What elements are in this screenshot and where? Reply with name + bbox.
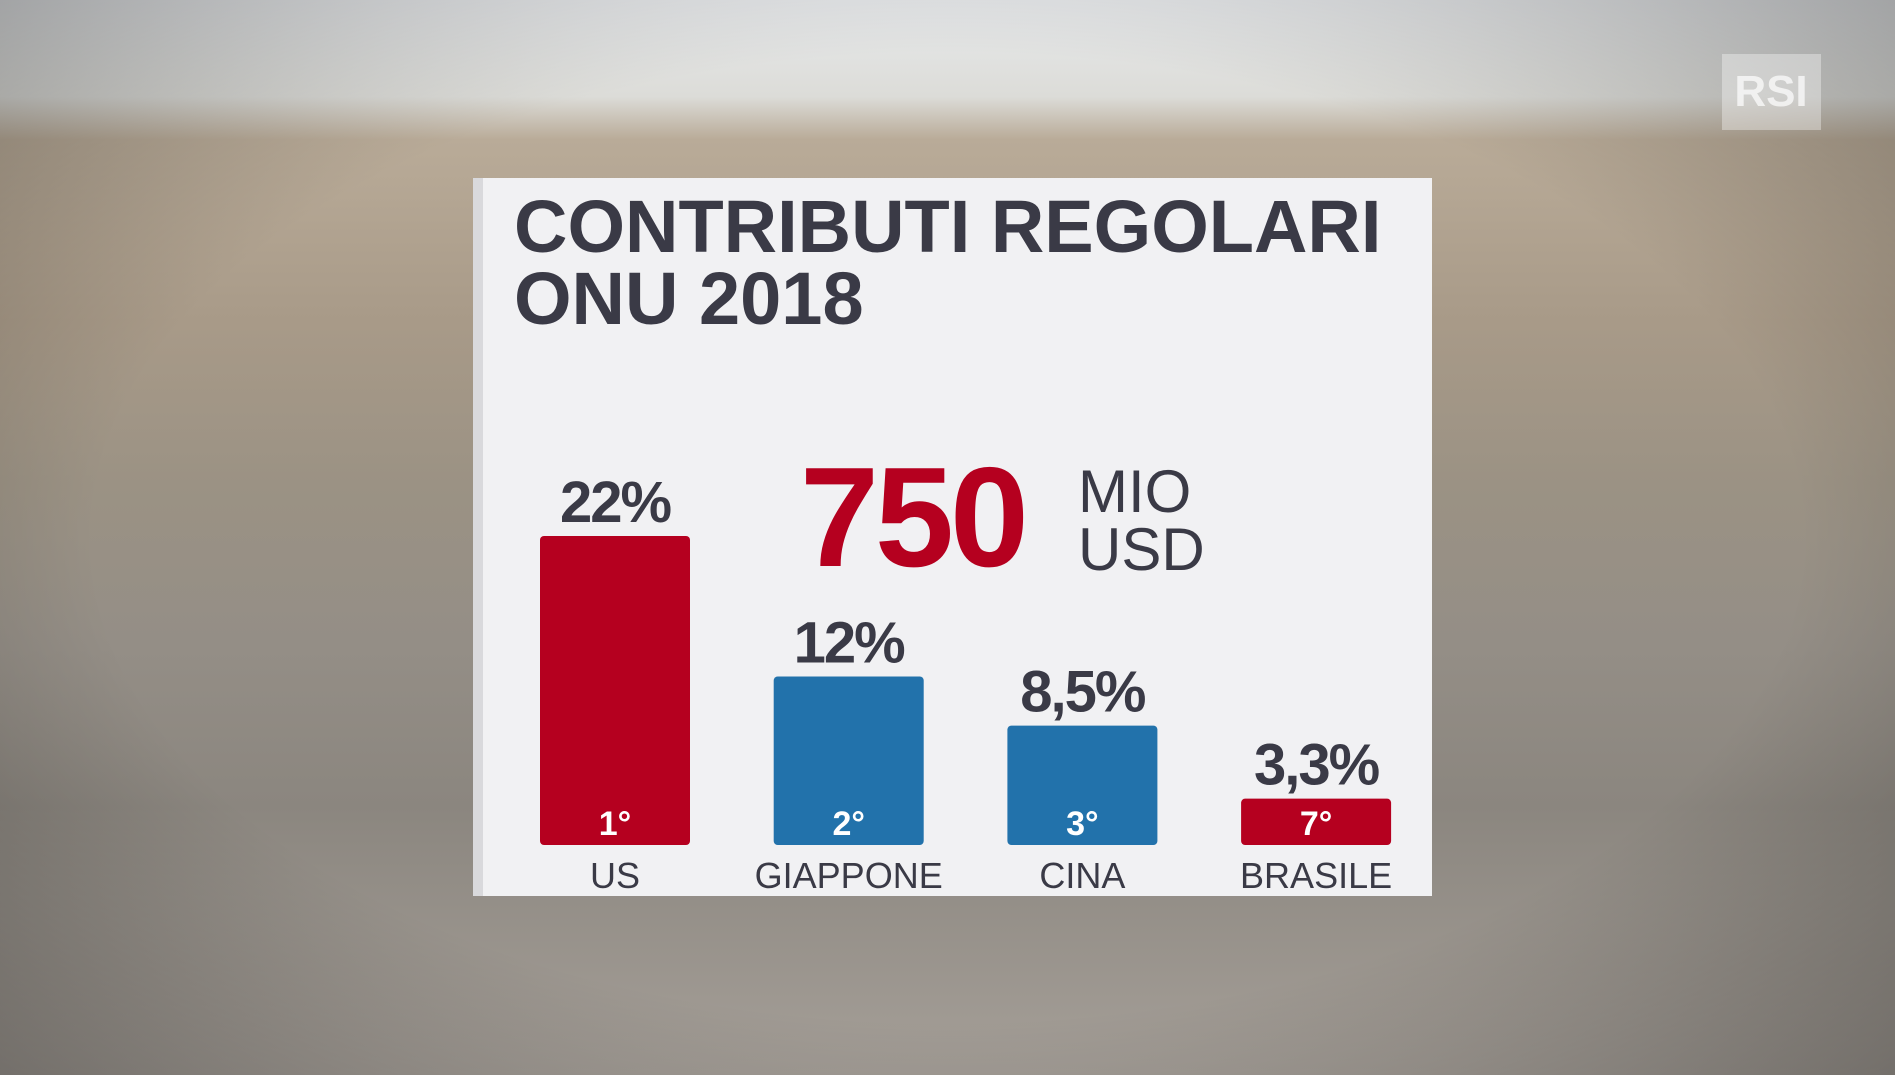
x-tick-label: BRASILE	[1240, 855, 1392, 896]
value-label: 3,3%	[1254, 733, 1380, 798]
bar	[773, 676, 924, 845]
x-tick-label: US	[590, 855, 640, 896]
panel-edge	[473, 178, 483, 896]
rank-label: 1°	[599, 805, 632, 843]
logo-box	[1722, 54, 1821, 130]
chart-title: ONU 2018	[514, 257, 864, 340]
value-label: 22%	[560, 470, 672, 535]
chart-title: CONTRIBUTI REGOLARI	[514, 185, 1381, 268]
rank-label: 2°	[832, 805, 865, 843]
rank-label: 7°	[1300, 805, 1333, 843]
annotation-value: 750	[800, 438, 1025, 597]
annotation-unit: USD	[1078, 516, 1205, 583]
annotation-unit: MIO	[1078, 458, 1191, 525]
bar	[1007, 725, 1158, 845]
x-tick-label: GIAPPONE	[755, 855, 943, 896]
bar	[1241, 798, 1392, 845]
value-label: 12%	[794, 610, 906, 675]
rank-label: 3°	[1066, 805, 1099, 843]
value-label: 8,5%	[1020, 660, 1146, 725]
x-tick-label: CINA	[1039, 855, 1125, 896]
logo: RSI	[1734, 67, 1807, 116]
bar	[540, 536, 690, 845]
